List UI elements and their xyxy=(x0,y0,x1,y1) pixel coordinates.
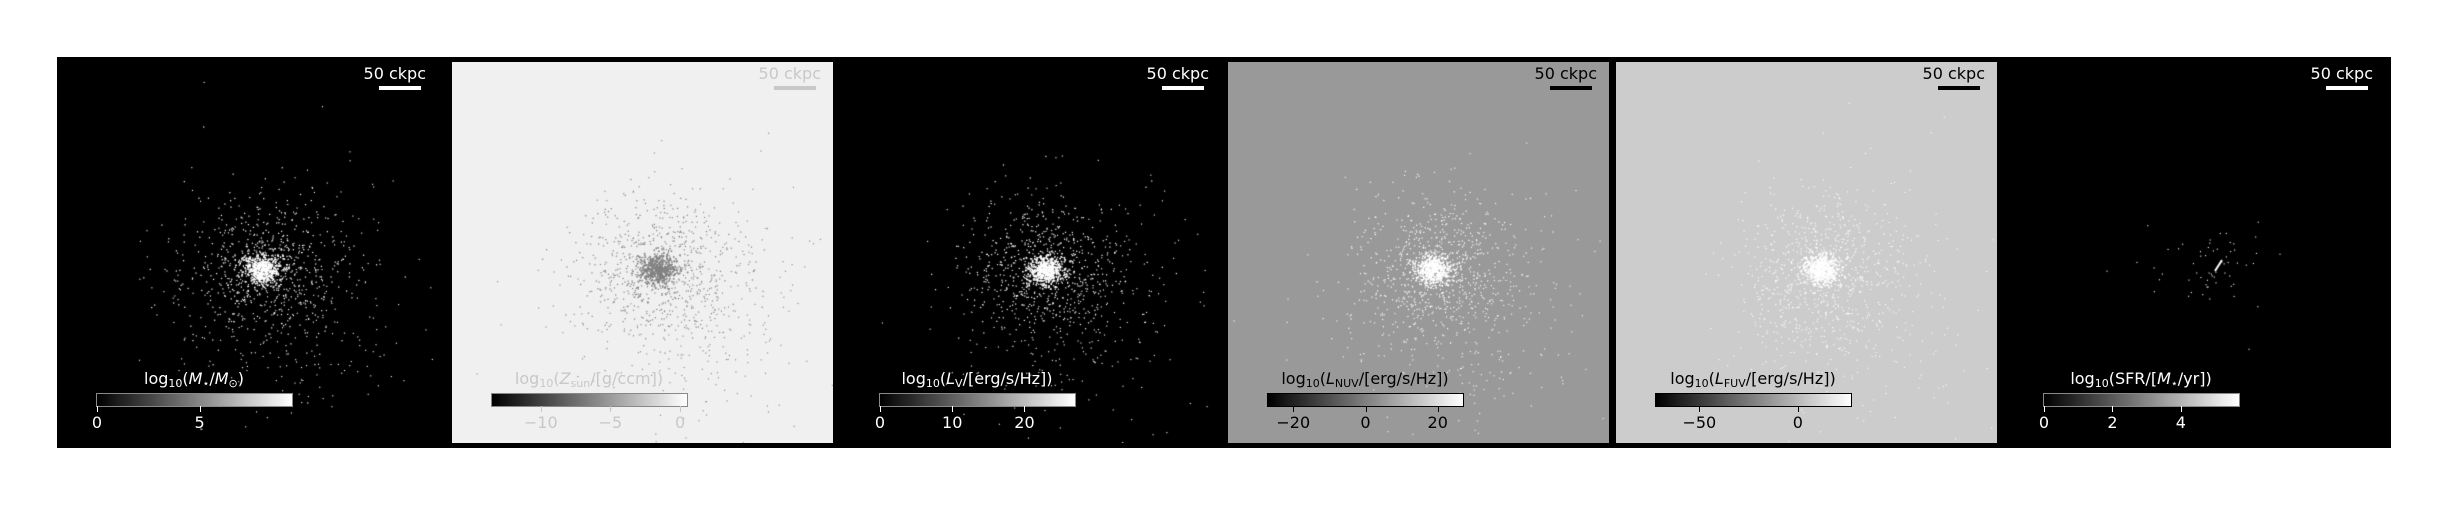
scale-bar xyxy=(1550,86,1592,90)
colorbar-label: log10(Zsun/[g/ccm]) xyxy=(514,369,664,390)
colorbar-tick xyxy=(880,406,881,412)
colorbar xyxy=(96,393,293,407)
colorbar-tick xyxy=(2180,406,2182,412)
colorbar-tick xyxy=(1024,406,1026,412)
colorbar xyxy=(491,393,688,407)
colorbar-label: log10(LFUV/[erg/s/Hz]) xyxy=(1670,369,1836,390)
star-formation-rate-map xyxy=(2004,62,2385,443)
scale-bar-label: 50 ckpc xyxy=(1534,64,1597,83)
stellar-mass-map xyxy=(57,62,438,443)
colorbar-tick xyxy=(199,406,201,412)
colorbar-tick xyxy=(97,406,98,412)
colorbar-tick-label: 20 xyxy=(1427,413,1448,432)
metallicity-panel: 50 ckpc log10(Zsun/[g/ccm]) −10 −5 0 xyxy=(452,62,833,443)
stellar-mass-panel: 50 ckpc log10(M⋆/M⊙) 0 5 xyxy=(57,62,438,443)
scale-bar-label: 50 ckpc xyxy=(1922,64,1985,83)
nuv-luminosity-panel: 50 ckpc log10(LNUV/[erg/s/Hz]) −20 0 20 xyxy=(1228,62,1609,443)
scale-bar xyxy=(1938,86,1980,90)
colorbar xyxy=(1655,393,1852,407)
colorbar-tick-label: 0 xyxy=(1792,413,1803,432)
colorbar-tick xyxy=(1365,406,1367,412)
colorbar-tick-label: 0 xyxy=(91,413,103,432)
scale-bar-label: 50 ckpc xyxy=(758,64,821,83)
colorbar-tick-label: −50 xyxy=(1682,413,1717,432)
colorbar-tick xyxy=(1699,406,1701,412)
colorbar-tick-label: 20 xyxy=(1014,413,1035,432)
scale-bar xyxy=(1162,86,1204,90)
colorbar-tick-label: 4 xyxy=(2175,413,2186,432)
v-band-luminosity-panel: 50 ckpc log10(LV/[erg/s/Hz]) 0 10 20 xyxy=(840,62,1221,443)
scale-bar-label: 50 ckpc xyxy=(1146,64,1209,83)
colorbar-tick-label: 0 xyxy=(674,413,686,432)
colorbar-tick xyxy=(1437,406,1439,412)
image-strip-background xyxy=(57,57,2391,448)
colorbar-tick-label: 0 xyxy=(2038,413,2050,432)
scale-bar-label: 50 ckpc xyxy=(363,64,426,83)
colorbar-tick-label: 0 xyxy=(1360,413,1371,432)
colorbar-tick-label: −20 xyxy=(1276,413,1311,432)
colorbar-tick xyxy=(952,406,954,412)
scale-bar-label: 50 ckpc xyxy=(2310,64,2373,83)
colorbar-tick-label: −5 xyxy=(598,413,623,432)
colorbar xyxy=(2043,393,2240,407)
scale-bar xyxy=(2326,86,2368,90)
colorbar-label: log10(SFR/[M⋆/yr]) xyxy=(2070,369,2212,390)
colorbar-tick xyxy=(2112,406,2114,412)
colorbar-tick xyxy=(540,406,542,412)
colorbar-tick-label: 0 xyxy=(874,413,886,432)
scale-bar xyxy=(379,86,421,90)
metallicity-map xyxy=(452,62,833,443)
colorbar-tick-label: 10 xyxy=(942,413,963,432)
colorbar-tick-label: −10 xyxy=(523,413,558,432)
colorbar-tick xyxy=(680,406,682,412)
colorbar-tick xyxy=(1797,406,1799,412)
star-formation-rate-panel: 50 ckpc log10(SFR/[M⋆/yr]) 0 2 4 xyxy=(2004,62,2385,443)
colorbar-tick-label: 2 xyxy=(2107,413,2118,432)
colorbar xyxy=(1267,393,1464,407)
colorbar-tick xyxy=(1293,406,1295,412)
fuv-luminosity-map xyxy=(1616,62,1997,443)
v-band-luminosity-map xyxy=(840,62,1221,443)
scale-bar xyxy=(774,86,816,90)
nuv-luminosity-map xyxy=(1228,62,1609,443)
colorbar-label: log10(M⋆/M⊙) xyxy=(143,369,245,390)
colorbar-label: log10(LNUV/[erg/s/Hz]) xyxy=(1281,369,1449,390)
fuv-luminosity-panel: 50 ckpc log10(LFUV/[erg/s/Hz]) −50 0 xyxy=(1616,62,1997,443)
colorbar xyxy=(879,393,1076,407)
colorbar-tick xyxy=(610,406,612,412)
colorbar-tick-label: 5 xyxy=(194,413,205,432)
colorbar-label: log10(LV/[erg/s/Hz]) xyxy=(901,369,1053,390)
colorbar-tick xyxy=(2044,406,2045,412)
